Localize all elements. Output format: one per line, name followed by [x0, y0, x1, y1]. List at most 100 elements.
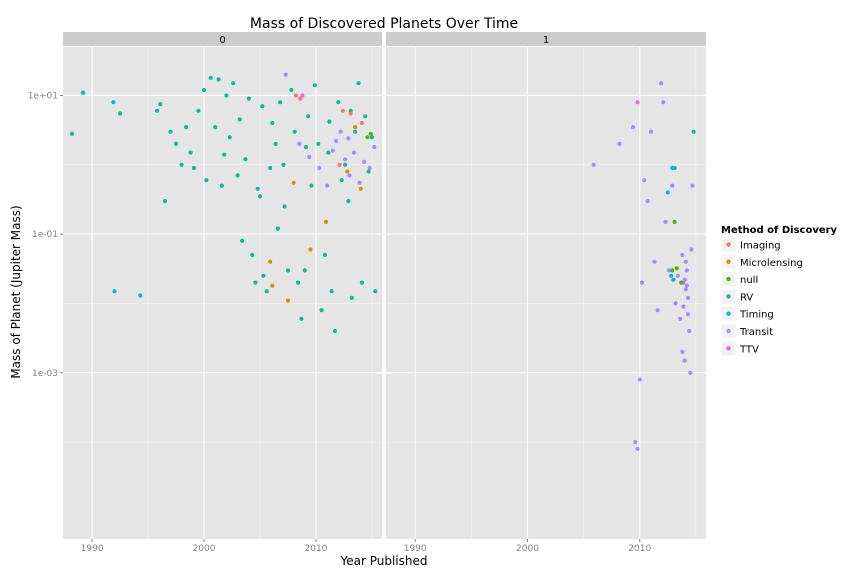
- data-point-microlensing: [268, 259, 273, 264]
- data-point-transit: [367, 165, 372, 171]
- data-point-transit: [639, 280, 645, 285]
- legend-key-timing: [726, 311, 731, 316]
- data-point-transit: [680, 252, 685, 258]
- legend: Method of Discovery Imaging Microlensing n…: [720, 225, 838, 357]
- data-point-microlensing: [291, 180, 296, 185]
- data-point-rv: [332, 328, 338, 334]
- data-point-rv: [264, 289, 269, 294]
- data-point-rv: [278, 100, 283, 105]
- data-point-rv: [306, 114, 311, 119]
- data-point-rv: [260, 104, 265, 109]
- data-point-transit: [642, 178, 647, 183]
- data-point-rv: [158, 102, 163, 107]
- data-point-rv: [369, 135, 374, 140]
- data-point-rv: [268, 165, 273, 171]
- data-point-transit: [635, 446, 640, 451]
- data-point-rv: [285, 268, 291, 273]
- data-point-rv: [253, 280, 258, 285]
- data-point-rv: [363, 114, 368, 119]
- data-point-transit: [684, 283, 690, 288]
- data-point-transit: [637, 377, 642, 382]
- data-point-rv: [216, 77, 221, 82]
- panel-0-background: [63, 47, 382, 539]
- data-point-rv: [219, 183, 224, 188]
- data-point-rv: [353, 129, 358, 134]
- data-point-rv: [201, 87, 207, 93]
- y-tick-label: 1e-01: [32, 230, 58, 240]
- data-point-rv: [261, 273, 266, 278]
- data-point-transit: [645, 198, 650, 204]
- data-point-rv: [173, 141, 179, 146]
- data-point-transit: [682, 358, 687, 363]
- data-point-transit: [357, 180, 362, 185]
- data-point-rv: [240, 238, 245, 243]
- data-point-microlensing: [358, 186, 363, 191]
- legend-key-ttv: [726, 346, 731, 351]
- data-point-transit: [690, 183, 695, 188]
- data-point-rv: [303, 145, 308, 150]
- facet-strip-1: [386, 32, 706, 46]
- data-point-transit: [666, 268, 672, 273]
- data-point-rv: [356, 81, 361, 86]
- legend-key-microlensing: [726, 259, 731, 264]
- data-point-rv: [257, 194, 263, 199]
- data-point-rv: [366, 169, 371, 174]
- data-point-imaging: [340, 108, 345, 113]
- grid-layer: [63, 47, 706, 539]
- data-point-timing: [138, 293, 143, 298]
- data-point-rv: [312, 83, 317, 88]
- data-point-transit: [330, 148, 335, 153]
- data-point-rv: [69, 131, 75, 136]
- data-point-rv: [235, 173, 240, 178]
- x-axis-label: Year Published: [340, 554, 428, 568]
- data-point-rv: [273, 141, 278, 146]
- data-point-transit: [633, 440, 638, 445]
- data-point-ttv: [300, 93, 305, 98]
- data-point-transit: [688, 370, 693, 375]
- y-tick-label: 1e-03: [32, 369, 58, 379]
- facet-strip-label-0: 0: [219, 35, 225, 46]
- data-point-transit: [661, 100, 666, 105]
- chart-title: Mass of Discovered Planets Over Time: [250, 16, 518, 32]
- y-axis-label: Mass of Planet (Jupiter Mass): [9, 205, 23, 378]
- data-point-transit: [351, 150, 357, 155]
- legend-title: Method of Discovery: [721, 225, 838, 236]
- data-point-rv: [309, 183, 314, 188]
- legend-label-timing: Timing: [739, 310, 774, 321]
- data-point-rv: [168, 129, 173, 134]
- data-point-transit: [307, 154, 312, 159]
- data-point-transit: [591, 162, 596, 167]
- data-point-null: [679, 280, 684, 285]
- data-point-microlensing: [323, 219, 329, 224]
- panel-1-background: [386, 47, 706, 539]
- data-point-null: [365, 135, 370, 140]
- data-point-transit: [655, 308, 660, 313]
- data-point-timing: [670, 165, 675, 171]
- data-point-rv: [322, 252, 327, 258]
- data-point-transit: [681, 304, 686, 309]
- data-point-rv: [289, 87, 294, 93]
- axis-layer: 1990 2000 2010 1990 2000 2010 1e+01 1e-01 1e-03: [28, 91, 652, 554]
- data-point-rv: [196, 108, 201, 113]
- data-point-transit: [689, 247, 694, 252]
- legend-key-imaging: [726, 242, 731, 247]
- data-point-rv: [292, 129, 297, 134]
- data-point-rv: [227, 135, 232, 140]
- x-tick-label: 2000: [193, 544, 216, 554]
- data-point-imaging: [348, 111, 353, 116]
- data-point-rv: [275, 226, 280, 231]
- data-point-rv: [343, 162, 348, 167]
- data-point-transit: [343, 157, 348, 162]
- data-point-transit: [685, 312, 691, 317]
- data-point-rv: [237, 117, 242, 122]
- data-point-timing: [669, 273, 674, 278]
- data-point-rv: [281, 162, 286, 167]
- data-point-rv: [184, 125, 189, 130]
- data-point-transit: [334, 138, 339, 144]
- data-point-imaging: [293, 93, 298, 98]
- legend-label-imaging: Imaging: [740, 241, 781, 252]
- data-point-rv: [339, 178, 344, 183]
- legend-key-null: [726, 276, 731, 282]
- data-point-transit: [673, 301, 678, 306]
- legend-label-microlensing: Microlensing: [740, 258, 803, 269]
